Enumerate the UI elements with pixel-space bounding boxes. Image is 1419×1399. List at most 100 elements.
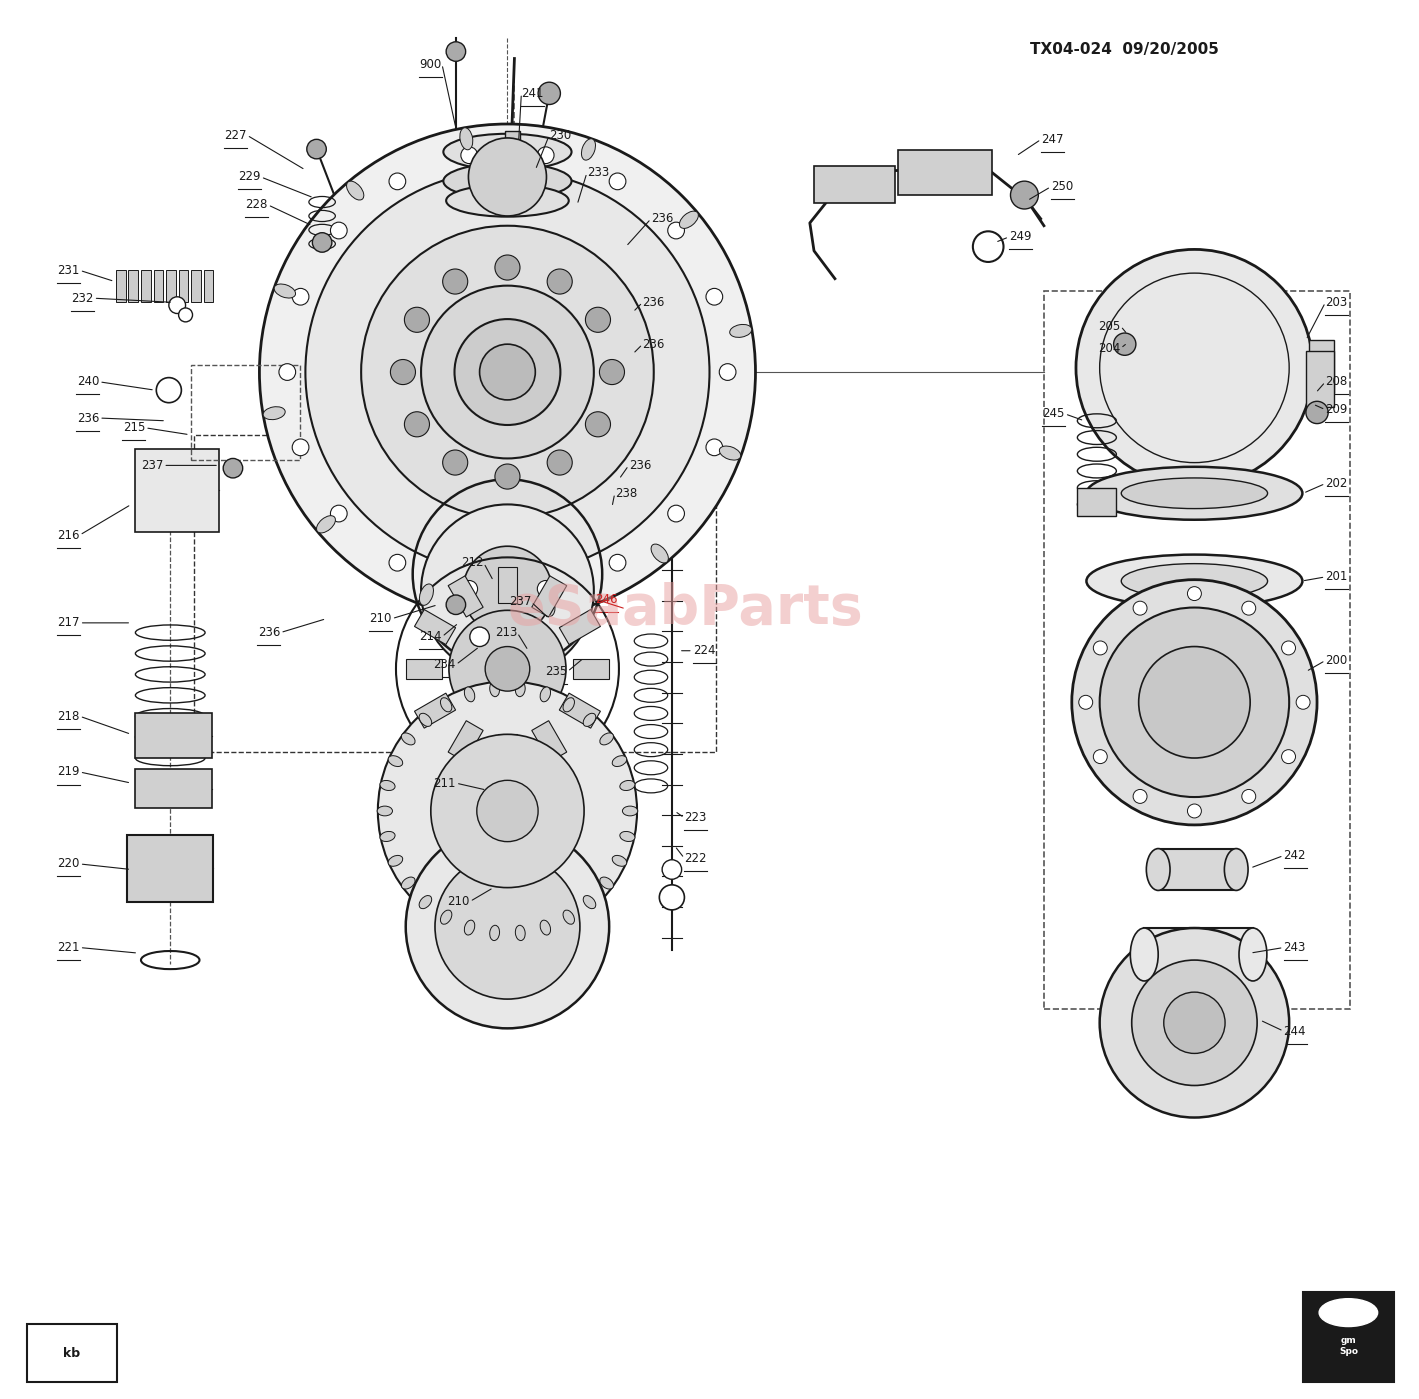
Text: 247: 247 [1042,133,1064,145]
Circle shape [431,734,585,887]
Circle shape [586,308,610,333]
Bar [204,270,213,302]
Text: 223: 223 [684,811,707,824]
Bar [135,713,211,758]
Circle shape [1114,333,1135,355]
Ellipse shape [1121,478,1267,509]
Circle shape [389,173,406,190]
Ellipse shape [464,687,475,702]
Ellipse shape [563,911,575,925]
Circle shape [1100,607,1290,797]
Bar [414,610,455,645]
Ellipse shape [729,325,752,337]
Circle shape [1134,602,1147,616]
Text: 236: 236 [651,213,674,225]
Bar [166,270,176,302]
Circle shape [609,173,626,190]
Circle shape [421,285,593,459]
Bar [815,166,895,203]
Ellipse shape [563,698,575,712]
Bar [1044,291,1351,1009]
Ellipse shape [380,781,394,790]
Bar [573,659,609,679]
Text: 221: 221 [57,942,79,954]
Circle shape [461,147,478,164]
Ellipse shape [402,877,416,888]
Circle shape [548,269,572,294]
Ellipse shape [377,806,393,816]
Circle shape [1010,180,1039,208]
Ellipse shape [443,134,572,171]
Bar [194,435,717,753]
Ellipse shape [600,733,613,744]
Circle shape [280,364,295,381]
Ellipse shape [542,595,555,617]
Text: 236: 236 [258,627,281,639]
Ellipse shape [541,687,551,702]
Circle shape [477,781,538,842]
Bar [559,693,600,727]
Circle shape [305,171,710,574]
Text: 240: 240 [77,375,99,389]
Bar [414,693,455,727]
Ellipse shape [419,895,431,909]
Text: 202: 202 [1325,477,1348,490]
Ellipse shape [464,921,475,935]
Circle shape [495,464,519,490]
Bar [532,720,566,762]
Text: 236: 236 [77,411,99,424]
Ellipse shape [583,713,596,726]
Circle shape [362,225,654,519]
Ellipse shape [515,925,525,940]
Text: 236: 236 [643,295,666,309]
Circle shape [331,505,348,522]
Text: 209: 209 [1325,403,1348,416]
Ellipse shape [623,806,637,816]
Bar [498,734,517,771]
Text: 231: 231 [57,264,79,277]
Ellipse shape [1087,554,1303,607]
Text: 238: 238 [614,487,637,499]
Ellipse shape [490,681,499,697]
Circle shape [663,860,681,879]
Text: 235: 235 [545,665,568,679]
Ellipse shape [583,895,596,909]
Circle shape [1296,695,1310,709]
Text: 217: 217 [57,617,79,630]
Text: 237: 237 [140,459,163,471]
Bar [532,576,566,617]
Circle shape [1281,750,1296,764]
Ellipse shape [612,755,627,767]
Circle shape [389,554,406,571]
Circle shape [448,610,566,727]
Circle shape [223,459,243,478]
Ellipse shape [515,681,525,697]
Bar [135,769,211,809]
Circle shape [292,288,309,305]
Text: 201: 201 [1325,571,1348,583]
Circle shape [470,627,490,646]
Ellipse shape [316,516,335,533]
Circle shape [156,378,182,403]
Circle shape [548,450,572,476]
Circle shape [609,554,626,571]
Bar [1158,849,1236,890]
Circle shape [660,884,684,909]
Ellipse shape [443,164,572,199]
Circle shape [1138,646,1250,758]
Circle shape [1078,695,1093,709]
Text: 230: 230 [549,129,572,141]
Ellipse shape [1131,928,1158,981]
Circle shape [436,855,580,999]
Bar [1303,1291,1393,1382]
Ellipse shape [440,911,451,925]
Ellipse shape [1320,1298,1378,1326]
Text: 236: 236 [629,459,651,471]
Circle shape [1093,641,1107,655]
Ellipse shape [1239,928,1267,981]
Circle shape [495,255,519,280]
Bar [498,567,517,603]
Circle shape [1071,579,1317,825]
Bar [128,835,213,901]
Text: eSaabParts: eSaabParts [508,582,863,637]
